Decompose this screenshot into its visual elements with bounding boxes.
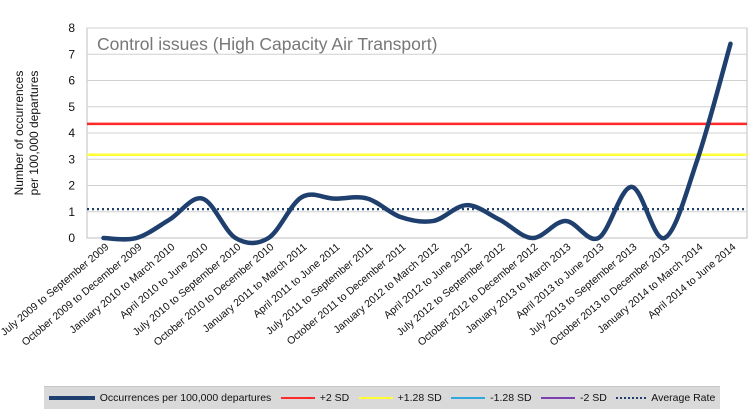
legend: Occurrences per 100,000 departures +2 SD +…: [44, 386, 720, 409]
legend-item: +2 SD: [280, 392, 350, 404]
y-tick-label: 7: [68, 47, 75, 61]
legend-label: Average Rate: [651, 392, 716, 404]
legend-item: -2 SD: [541, 392, 607, 404]
legend-swatch: [280, 397, 315, 399]
y-tick-label: 2: [68, 179, 75, 193]
legend-swatch: [48, 396, 95, 400]
legend-label: +2 SD: [319, 392, 350, 404]
legend-swatch: [616, 397, 647, 399]
legend-item: +1.28 SD: [358, 392, 442, 404]
y-tick-labels: 0 1 2 3 4 5 6 7 8: [68, 21, 75, 245]
chart-title: Control issues (High Capacity Air Transp…: [97, 34, 437, 54]
y-tick-label: 4: [68, 126, 75, 140]
legend-swatch: [358, 397, 393, 399]
y-axis-label-line: Number of occurrences: [12, 71, 26, 196]
legend-label: Occurrences per 100,000 departures: [99, 392, 272, 404]
legend-swatch: [541, 397, 575, 399]
grid-lines: [87, 27, 747, 213]
y-tick-label: 0: [68, 231, 75, 245]
legend-item: -1.28 SD: [451, 392, 532, 404]
series-line-occurrences: [101, 41, 733, 246]
legend-item: Average Rate: [616, 392, 715, 404]
y-axis-label: Number of occurrencesper 100,000 departu…: [12, 71, 41, 196]
y-axis-label-line: per 100,000 departures: [27, 71, 41, 196]
legend-label: -1.28 SD: [490, 392, 532, 404]
y-tick-label: 5: [68, 100, 75, 114]
legend-label: -2 SD: [580, 392, 607, 404]
legend-swatch: [451, 397, 486, 399]
y-tick-label: 1: [68, 205, 75, 219]
reference-lines: [87, 122, 747, 211]
y-tick-label: 6: [68, 74, 75, 88]
legend-item: Occurrences per 100,000 departures: [48, 392, 272, 404]
y-tick-label: 8: [68, 21, 75, 35]
y-tick-label: 3: [68, 152, 75, 166]
legend-label: +1.28 SD: [397, 392, 442, 404]
